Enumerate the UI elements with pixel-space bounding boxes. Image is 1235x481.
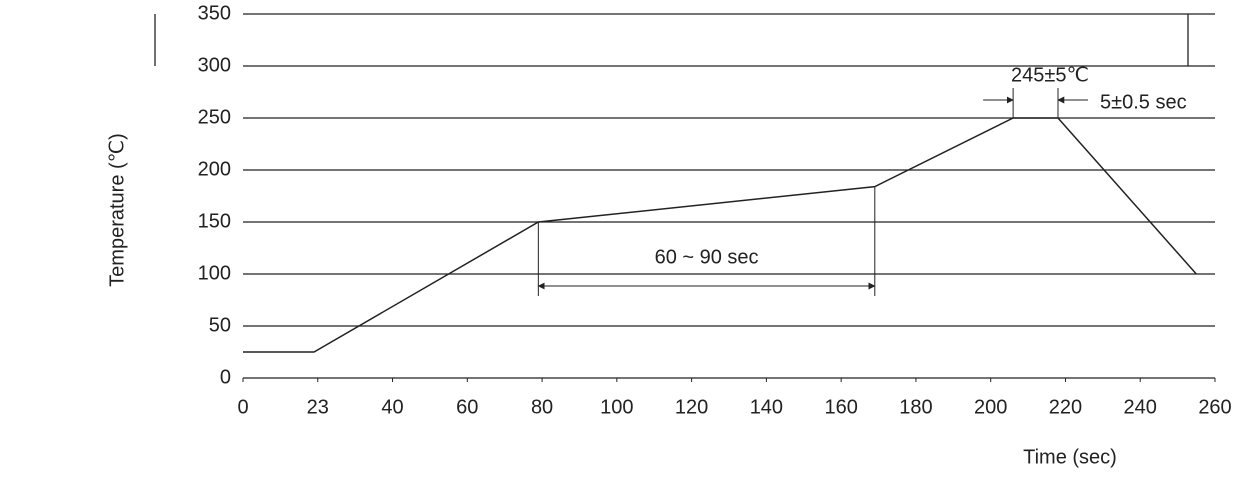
x-tick-label: 40 xyxy=(381,396,403,418)
x-tick-label: 120 xyxy=(675,396,708,418)
annotation: 60 ~ 90 sec xyxy=(655,246,759,268)
x-tick-label: 160 xyxy=(824,396,857,418)
x-tick-label: 180 xyxy=(899,396,932,418)
y-tick-label: 150 xyxy=(198,210,231,232)
x-tick-label: 140 xyxy=(750,396,783,418)
x-tick-label: 260 xyxy=(1198,396,1231,418)
y-tick-label: 300 xyxy=(198,54,231,76)
x-tick-label: 23 xyxy=(307,396,329,418)
annotation: 5±0.5 sec xyxy=(1100,91,1187,113)
x-tick-label: 60 xyxy=(456,396,478,418)
x-tick-label: 100 xyxy=(600,396,633,418)
y-tick-label: 0 xyxy=(220,366,231,388)
y-tick-label: 350 xyxy=(198,2,231,24)
y-tick-label: 200 xyxy=(198,158,231,180)
x-tick-label: 240 xyxy=(1124,396,1157,418)
x-axis-label: Time (sec) xyxy=(1023,446,1117,468)
y-tick-label: 50 xyxy=(209,314,231,336)
annotation: 245±5℃ xyxy=(1011,64,1089,86)
x-tick-label: 200 xyxy=(974,396,1007,418)
series-line xyxy=(243,117,1197,353)
x-tick-label: 0 xyxy=(237,396,248,418)
y-tick-label: 250 xyxy=(198,106,231,128)
x-tick-label: 80 xyxy=(531,396,553,418)
y-axis-label: Temperature (℃) xyxy=(106,133,128,287)
x-tick-label: 220 xyxy=(1049,396,1082,418)
y-tick-label: 100 xyxy=(198,262,231,284)
